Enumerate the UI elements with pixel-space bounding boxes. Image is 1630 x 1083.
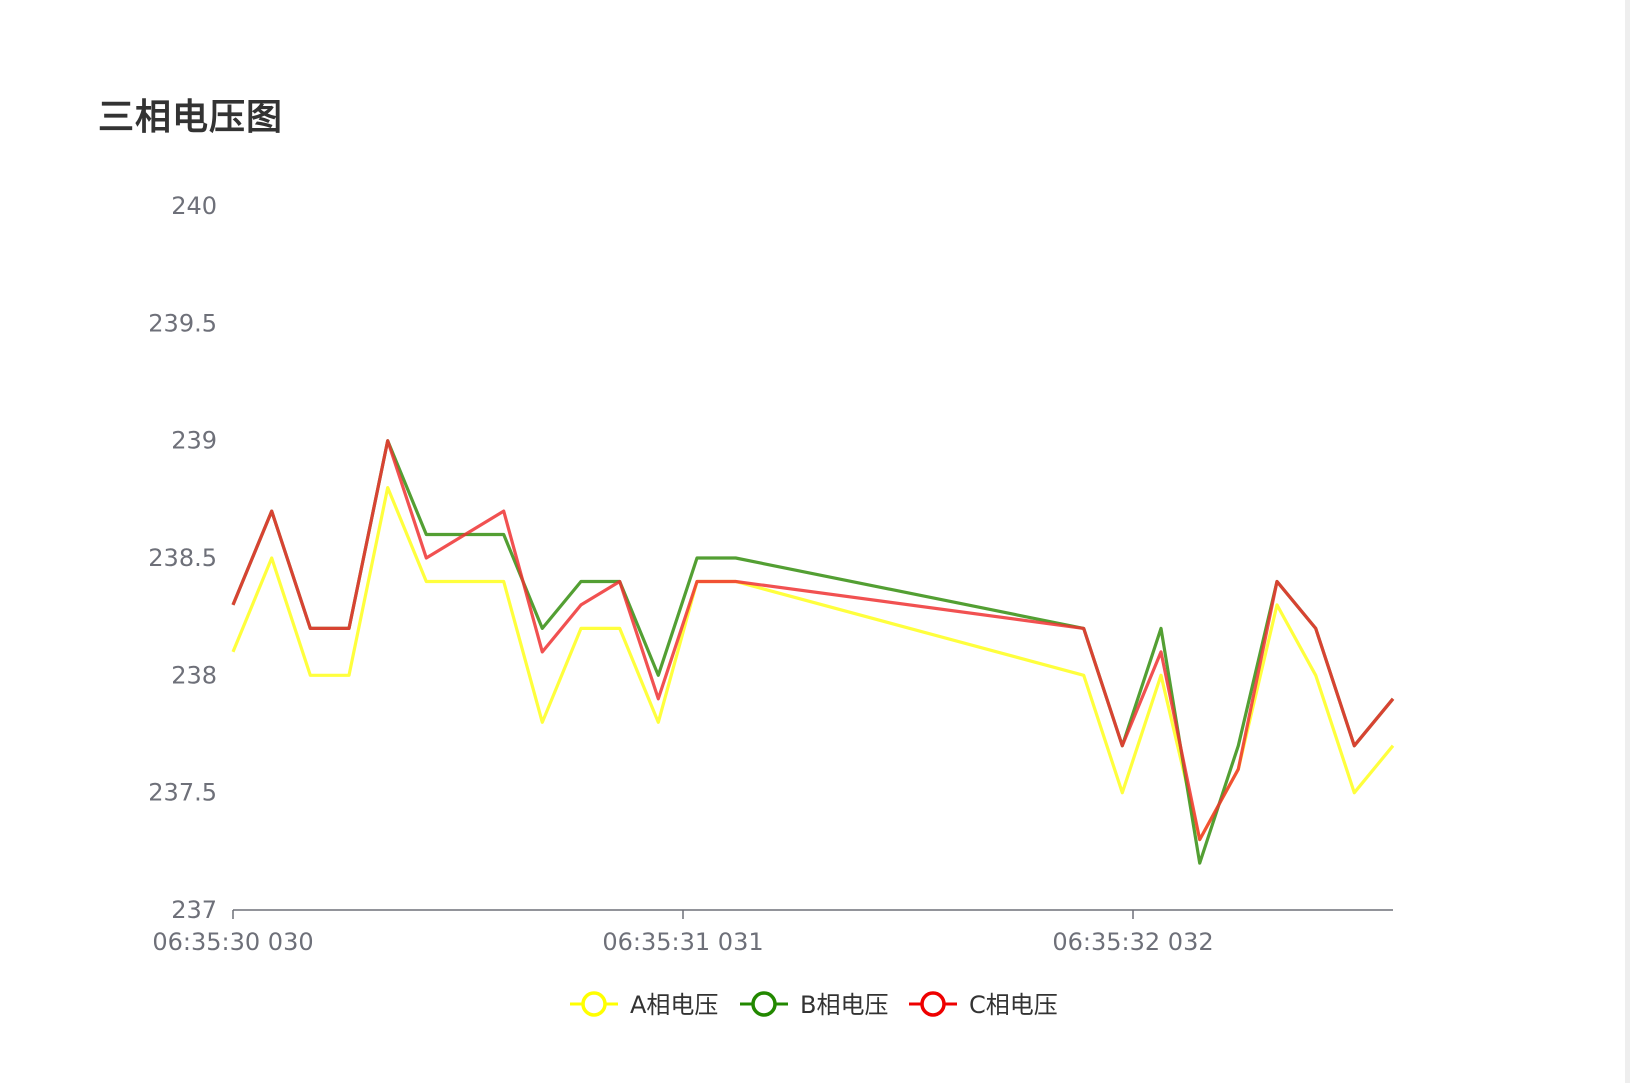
y-tick-label: 240 (171, 192, 217, 220)
legend-item[interactable]: B相电压 (740, 991, 888, 1019)
x-tick-label: 06:35:32 032 (1052, 928, 1213, 956)
y-tick-label: 238.5 (148, 544, 217, 572)
x-tick-label: 06:35:31 031 (602, 928, 763, 956)
y-axis-labels: 237 237.5 238 238.5 239 239.5 240 (148, 192, 217, 924)
series-lines (231, 439, 1395, 865)
chart-title: 三相电压图 (98, 97, 284, 138)
scrollbar-edge (1625, 0, 1630, 1083)
legend-label: B相电压 (800, 991, 888, 1019)
y-tick-label: 239.5 (148, 309, 217, 337)
legend-item[interactable]: C相电压 (909, 991, 1058, 1019)
x-axis: 06:35:30 030 06:35:31 031 06:35:32 032 (152, 909, 1393, 956)
legend[interactable]: A相电压 B相电压 C相电压 (570, 991, 1058, 1019)
series-line-3 (231, 439, 1395, 842)
y-tick-label: 239 (171, 427, 217, 455)
legend-item[interactable]: A相电压 (570, 991, 718, 1019)
legend-marker-icon (751, 991, 777, 1017)
series-line-1 (231, 486, 1395, 842)
y-tick-label: 237.5 (148, 779, 217, 807)
y-tick-label: 237 (171, 896, 217, 924)
legend-marker-icon (581, 991, 607, 1017)
legend-label: C相电压 (969, 991, 1058, 1019)
x-tick-label: 06:35:30 030 (152, 928, 313, 956)
legend-label: A相电压 (630, 991, 718, 1019)
legend-marker-icon (920, 991, 946, 1017)
y-tick-label: 238 (171, 661, 217, 689)
